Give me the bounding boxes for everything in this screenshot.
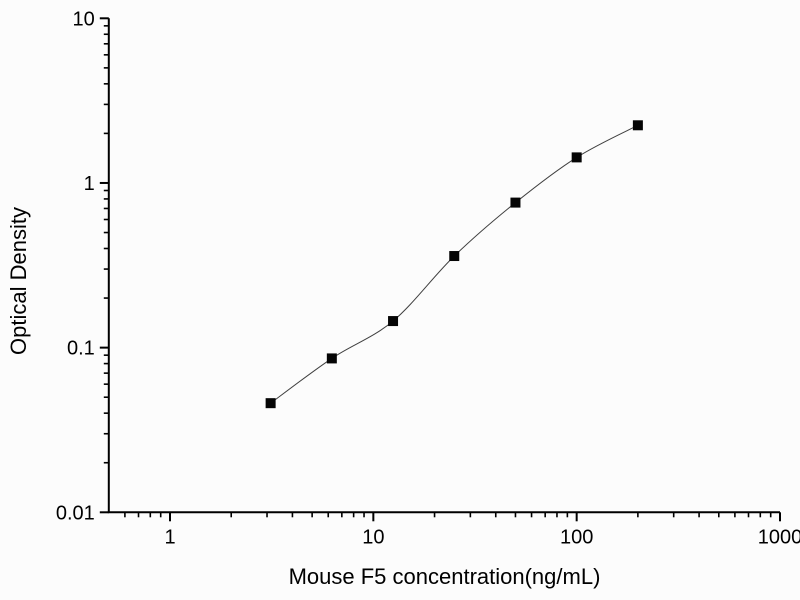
data-point-marker [571,152,582,163]
y-tick-label: 0.1 [67,338,95,360]
x-tick-label: 1 [164,526,175,548]
fit-curve [270,124,639,404]
data-point-marker [449,251,460,262]
y-tick-label: 0.01 [56,502,95,524]
x-tick-label: 1000 [758,526,800,548]
y-axis-title: Optical Density [6,207,31,355]
x-axis-title: Mouse F5 concentration(ng/mL) [288,564,601,589]
data-point-marker [632,120,643,131]
data-point-marker [326,353,337,364]
data-point-marker [510,197,521,208]
y-tick-label: 10 [73,8,95,30]
data-point-marker [388,316,399,327]
data-point-marker [265,398,276,409]
x-tick-label: 10 [362,526,384,548]
x-tick-label: 100 [560,526,593,548]
y-tick-label: 1 [84,173,95,195]
